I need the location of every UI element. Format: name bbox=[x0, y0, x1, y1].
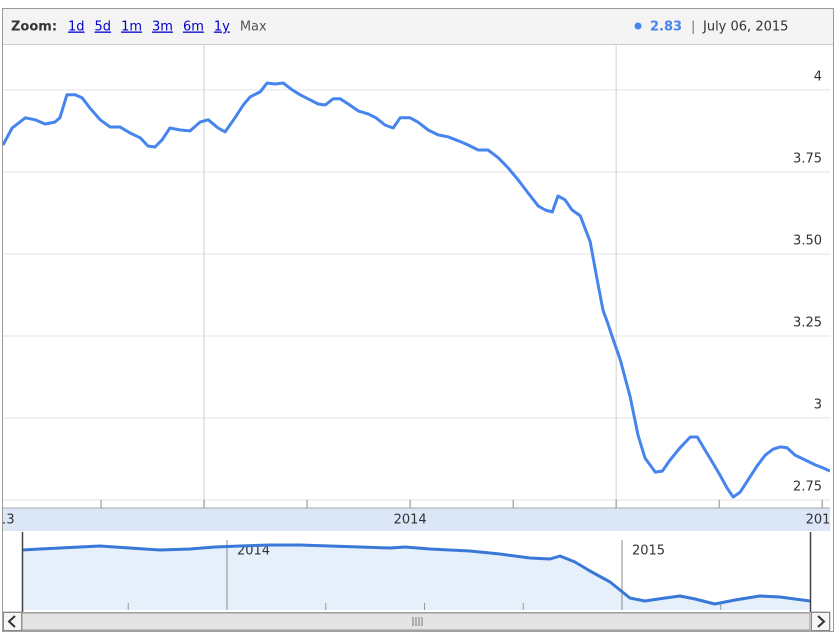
legend-dot bbox=[634, 22, 642, 30]
y-tick-label: 3 bbox=[814, 397, 822, 412]
y-tick-label: 4 bbox=[814, 69, 822, 84]
plot: 4 3.75 3.50 3.25 3 2.75 2013 2014 2015 bbox=[0, 44, 839, 528]
x-tick-label: 2015 bbox=[806, 513, 839, 528]
nav-area bbox=[22, 545, 810, 610]
line bbox=[3, 81, 830, 499]
y-tick-label: 2.75 bbox=[793, 480, 822, 495]
zoom-option[interactable]: 5d bbox=[95, 20, 112, 35]
x-tick-label: 2013 bbox=[0, 513, 15, 528]
x-tick-label: 2014 bbox=[394, 513, 427, 528]
current-value: 2.83 bbox=[650, 20, 682, 35]
current-date: July 06, 2015 bbox=[702, 20, 788, 35]
toolbar bbox=[3, 9, 833, 44]
navigator: 2014 2015 bbox=[22, 532, 810, 612]
zoom-option[interactable]: 1m bbox=[121, 20, 142, 35]
zoom-option: Max bbox=[240, 20, 267, 35]
scroll-right[interactable] bbox=[811, 612, 830, 631]
header: Zoom: 2.83 | July 06, 2015 1d 5d 1m 3m 6m 1y M… bbox=[11, 20, 788, 35]
date-strip bbox=[3, 508, 830, 531]
zoom-option[interactable]: 1d bbox=[68, 20, 85, 35]
nav-tick-label: 2015 bbox=[632, 544, 665, 559]
zoom-option[interactable]: 6m bbox=[183, 20, 204, 35]
y-tick-label: 3.50 bbox=[793, 233, 822, 248]
separator: | bbox=[691, 20, 695, 35]
y-tick-label: 3.25 bbox=[793, 315, 822, 330]
scroll-left-arrow bbox=[7, 615, 16, 628]
scroll-right-arrow bbox=[817, 615, 826, 628]
nav-line bbox=[22, 543, 810, 606]
y-tick-label: 3.75 bbox=[793, 151, 822, 166]
zoom-option[interactable]: 1y bbox=[214, 20, 230, 35]
scroll-grip bbox=[412, 617, 423, 626]
zoom-option[interactable]: 3m bbox=[152, 20, 173, 35]
zoom-label: Zoom: bbox=[11, 20, 57, 35]
scroll-left[interactable] bbox=[3, 612, 22, 631]
